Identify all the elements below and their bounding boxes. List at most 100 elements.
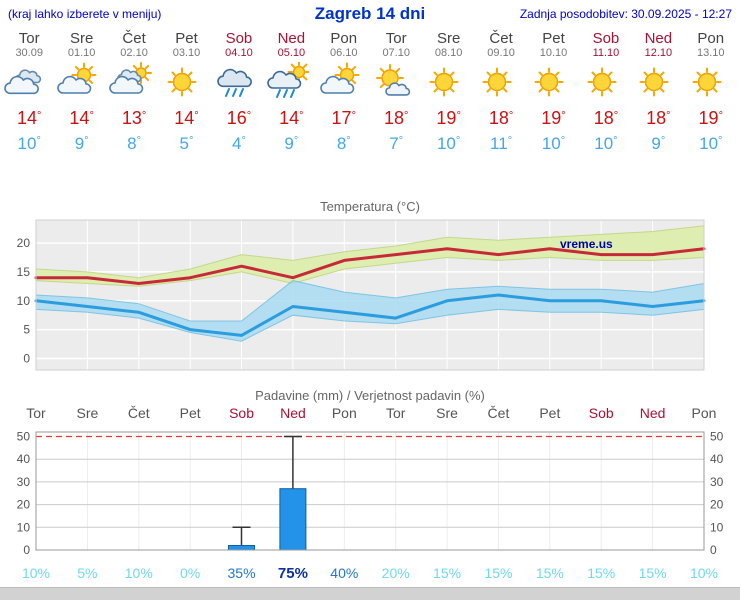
forecast-day-pon-13.10: Pon 13.10 19° 10°: [685, 30, 737, 155]
weather-icon: [213, 62, 265, 104]
precip-day-label: Ned: [639, 405, 666, 421]
day-name-label: Pon: [697, 30, 725, 47]
max-temp-label: 19°: [698, 108, 723, 128]
precip-probability-label: 10%: [124, 565, 153, 581]
forecast-day-sre-08.10: Sre 08.10 19° 10°: [422, 30, 474, 155]
precip-day-label: Pet: [179, 405, 201, 421]
precip-probability-label: 10%: [689, 565, 719, 581]
day-date-label: 06.10: [330, 47, 358, 59]
page-header: (kraj lahko izberete v meniju) Zagreb 14…: [0, 0, 740, 26]
forecast-day-ned-05.10: Ned 05.10 14° 9°: [265, 30, 317, 155]
svg-text:30: 30: [17, 475, 31, 489]
day-name-label: Pet: [175, 30, 198, 47]
max-temp-label: 14°: [16, 108, 42, 128]
temperature-chart: 0 5 10 15 20 vreme.us: [17, 219, 706, 371]
precip-day-label: Tor: [385, 405, 406, 421]
day-name-label: Pet: [542, 30, 565, 47]
day-date-label: 05.10: [277, 47, 306, 59]
min-temp-label: 10°: [436, 134, 461, 153]
precip-day-label: Pet: [539, 405, 561, 421]
svg-text:5: 5: [23, 323, 30, 337]
day-name-label: Tor: [18, 30, 40, 47]
weather-icon: [3, 62, 55, 104]
min-temp-label: 4°: [231, 134, 246, 153]
precip-probability-label: 15%: [484, 565, 513, 581]
partly-cloudy-icon: [319, 62, 360, 94]
sun-rays: [482, 67, 512, 97]
svg-text:40: 40: [17, 452, 31, 466]
weather-icon: [265, 62, 317, 104]
day-date-label: 30.09: [15, 47, 43, 59]
location-hint: (kraj lahko izberete v meniju): [8, 7, 162, 21]
min-temp-label: 9°: [74, 134, 89, 153]
last-updated: Zadnja posodobitev: 30.09.2025 - 12:27: [519, 7, 732, 21]
weather-icon: [527, 62, 579, 104]
watermark: vreme.us: [560, 237, 613, 251]
day-name-label: Ned: [277, 30, 306, 47]
day-date-label: 08.10: [434, 47, 463, 59]
weather-icon: [580, 62, 632, 104]
precip-day-label: Sob: [588, 405, 614, 421]
precip-day-label: Pon: [331, 405, 357, 421]
min-temp-label: 7°: [389, 134, 404, 153]
max-temp-label: 13°: [121, 108, 147, 128]
precip-day-label: Sre: [436, 405, 458, 421]
max-temp-label: 14°: [279, 108, 304, 128]
precip-probability-label: 15%: [587, 565, 616, 581]
svg-text:20: 20: [710, 498, 724, 512]
sun-rays: [639, 67, 669, 97]
precip-probability-label: 40%: [330, 565, 359, 581]
sunny-icon: [167, 67, 197, 97]
forecast-strip: Tor 30.09 14° 10° Sre 01.10 14° 9° Čet 02.10 13° 8°…: [0, 30, 740, 155]
day-date-label: 03.10: [172, 47, 201, 59]
weather-icon: [318, 62, 370, 104]
day-date-label: 07.10: [382, 47, 410, 59]
horizontal-scrollbar[interactable]: [0, 587, 740, 600]
min-temp-label: 10°: [699, 134, 723, 153]
showers-icon: [267, 62, 310, 98]
forecast-day-tor-07.10: Tor 07.10 18° 7°: [370, 30, 422, 155]
forecast-day-tor-30.09: Tor 30.09 14° 10°: [3, 30, 55, 155]
svg-text:10: 10: [710, 520, 724, 534]
max-temp-label: 18°: [488, 108, 514, 128]
max-temp-label: 19°: [436, 108, 461, 128]
min-temp-label: 10°: [541, 134, 566, 153]
svg-text:20: 20: [17, 236, 31, 250]
forecast-day-sob-04.10: Sob 04.10 16° 4°: [213, 30, 265, 155]
day-name-label: Sob: [225, 30, 253, 47]
precip-day-label: Čet: [487, 405, 510, 421]
sunny-icon: [482, 67, 512, 97]
precip-probability-label: 35%: [227, 565, 256, 581]
precip-day-label: Tor: [26, 405, 46, 421]
max-temp-label: 17°: [331, 108, 356, 128]
sun-rays: [534, 67, 564, 97]
precip-probability-label: 75%: [277, 565, 308, 582]
forecast-day-pet-03.10: Pet 03.10 14° 5°: [160, 30, 212, 155]
svg-text:0: 0: [23, 543, 30, 557]
day-name-label: Ned: [644, 30, 673, 47]
max-temp-label: 14°: [69, 108, 94, 128]
max-temp-label: 18°: [646, 108, 671, 128]
sunny-icon: [587, 67, 617, 97]
svg-text:15: 15: [17, 265, 31, 279]
max-temp-label: 18°: [383, 108, 409, 128]
day-date-label: 04.10: [225, 47, 253, 59]
day-name-label: Tor: [385, 30, 407, 47]
weather-icon: [108, 62, 160, 104]
precip-day-labels: Tor Sre Čet Pet Sob Ned Pon Tor Sre Čet Pet Sob Ned P…: [0, 404, 740, 424]
day-date-label: 02.10: [120, 47, 148, 59]
forecast-day-ned-12.10: Ned 12.10 18° 9°: [632, 30, 684, 155]
svg-text:50: 50: [17, 430, 31, 444]
precip-probability-label: 15%: [433, 565, 462, 581]
sunny-icon: [639, 67, 669, 97]
max-temp-label: 19°: [541, 108, 566, 128]
mostly-cloudy-icon: [109, 62, 152, 94]
weather-icon: [475, 62, 527, 104]
day-name-label: Sre: [69, 30, 94, 47]
day-date-label: 13.10: [697, 47, 725, 59]
svg-text:50: 50: [710, 430, 724, 444]
sun-rays: [587, 67, 617, 97]
svg-text:0: 0: [23, 352, 30, 366]
precip-day-label: Čet: [127, 405, 150, 421]
